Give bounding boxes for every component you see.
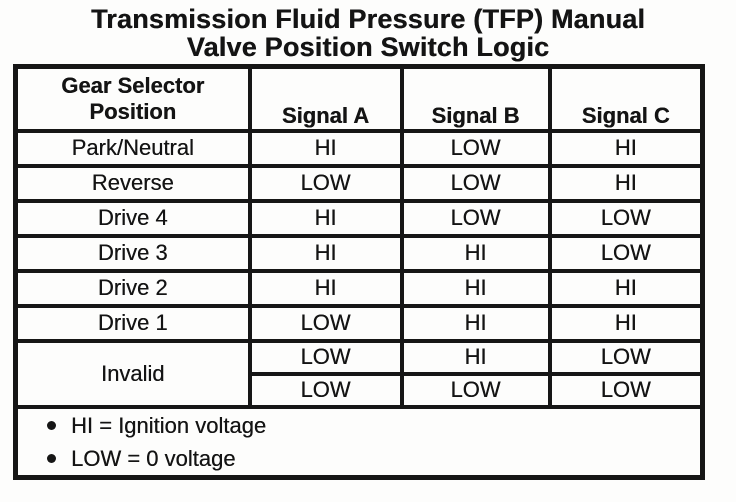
page-title-line2: Valve Position Switch Logic (186, 32, 550, 62)
table-row-drive-1: Drive 1 LOW HI HI (13, 303, 705, 343)
row-label: Drive 3 (13, 233, 252, 273)
table-cell: LOW (247, 338, 404, 376)
table-cell: LOW (547, 371, 705, 409)
row-label: Drive 1 (13, 303, 252, 343)
table-cell: HI (247, 233, 404, 273)
table-row-drive-2: Drive 2 HI HI HI (13, 268, 705, 308)
col-header-signal-b: Signal B (399, 64, 552, 133)
row-label: Drive 4 (13, 198, 252, 238)
row-label: Reverse (13, 163, 252, 203)
table-cell: HI (547, 128, 705, 168)
col-header-signal-c: Signal C (547, 64, 705, 133)
table-cell: HI (247, 128, 404, 168)
table-cell: LOW (247, 303, 404, 343)
row-label: Park/Neutral (13, 128, 252, 168)
bullet-icon (47, 453, 56, 463)
gear-selector-header-line2: Position (89, 98, 177, 124)
page-title-line1: Transmission Fluid Pressure (TFP) Manual (90, 4, 646, 34)
table-cell: HI (547, 303, 705, 343)
legend-text-hi: HI = Ignition voltage (71, 412, 267, 438)
table-cell: HI (247, 268, 404, 308)
row-label: Drive 2 (13, 268, 252, 308)
table-row-reverse: Reverse LOW LOW HI (13, 163, 705, 203)
gear-selector-header-line1: Gear Selector (61, 72, 205, 98)
table-cell: LOW (247, 371, 404, 409)
table-cell: HI (247, 198, 404, 238)
table-row-invalid-1: Invalid LOW HI LOW (13, 338, 705, 409)
table-row-invalid-2: LOW LOW LOW (16, 371, 705, 409)
bullet-icon (47, 420, 56, 430)
table-cell: LOW (547, 338, 705, 376)
legend-cell: HI = Ignition voltage LOW = 0 voltage (13, 404, 705, 479)
col-header-signal-a: Signal A (247, 64, 404, 133)
table-cell: LOW (399, 198, 552, 238)
legend-text-low: LOW = 0 voltage (71, 445, 236, 471)
table-cell: HI (547, 163, 705, 203)
tfp-switch-logic-table: Gear Selector Position Signal A Signal B… (13, 64, 705, 480)
table-row-park-neutral: Park/Neutral HI LOW HI (13, 128, 705, 168)
table-cell: LOW (399, 128, 552, 168)
table-cell: LOW (547, 233, 705, 273)
table-cell: LOW (547, 198, 705, 238)
col-header-gear-selector-position: Gear Selector Position (13, 64, 252, 133)
table-row-drive-3: Drive 3 HI HI LOW (13, 233, 705, 273)
table-cell: HI (399, 268, 552, 308)
row-label-invalid: Invalid (13, 338, 252, 409)
table-cell: LOW (399, 163, 552, 203)
table-cell: HI (547, 268, 705, 308)
table-cell: LOW (399, 371, 552, 409)
table-cell: LOW (247, 163, 404, 203)
legend-line-low: LOW = 0 voltage (20, 442, 699, 474)
table-cell: HI (399, 233, 552, 273)
table-row-drive-4: Drive 4 HI LOW LOW (13, 198, 705, 238)
legend-line-hi: HI = Ignition voltage (20, 410, 699, 441)
table-cell: HI (399, 338, 552, 376)
table-notes-row: HI = Ignition voltage LOW = 0 voltage (13, 404, 705, 479)
page-title: Transmission Fluid Pressure (TFP) Manual… (0, 5, 736, 61)
table-header-row: Gear Selector Position Signal A Signal B… (13, 64, 705, 133)
table-cell: HI (399, 303, 552, 343)
